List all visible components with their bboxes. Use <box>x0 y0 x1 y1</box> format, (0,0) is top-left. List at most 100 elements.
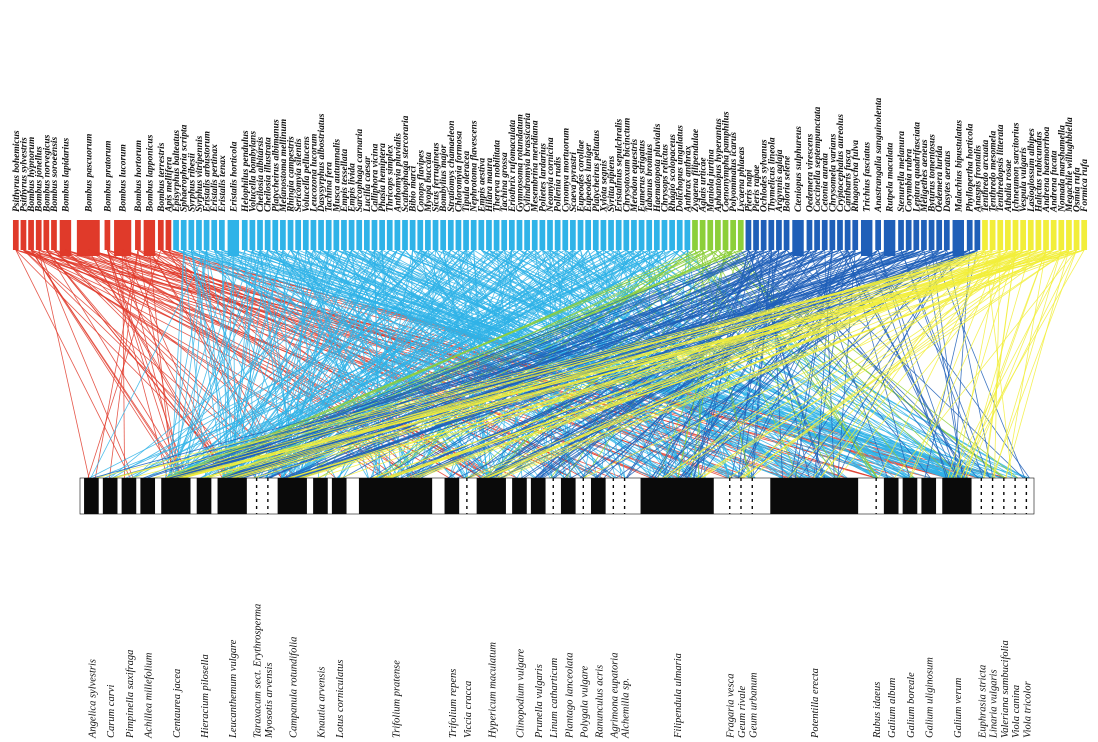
pollinator-bar-eristalis-pertinax <box>211 220 218 250</box>
plant-label-fragaria-vesca: Fragaria vesca <box>726 674 737 739</box>
plant-label-prunella-vulgaris: Prunella vulgaris <box>534 664 545 739</box>
pollinator-bar-meligethes-aeneus <box>921 220 927 250</box>
interaction-link <box>111 249 1008 479</box>
interaction-link <box>15 249 242 479</box>
pollinator-label-scaeva-pyrastri: Scaeva pyrastri <box>569 152 579 212</box>
plant-label-geum-urbanum: Geum urbanum <box>748 672 759 738</box>
pollinator-label-boloria-selene: Boloria selene <box>783 155 793 213</box>
pollinator-label-nomada-marshamella: Nomada marshamella <box>1057 125 1067 213</box>
pollinator-label-maniola-jurtina: Maniola jurtina <box>706 149 716 213</box>
pollinator-label-bombus-jonellus: Bombus jonellus <box>35 146 45 213</box>
plant-bar-carum-carvi <box>102 478 118 514</box>
pollinator-bar-oedemera-lurida <box>936 220 943 250</box>
plant-label-hieracium-pilosella: Hieracium pilosella <box>200 654 211 739</box>
pollinator-label-tenthredopsis-litterata: Tenthredopsis litterata <box>996 124 1006 212</box>
pollinator-label-musca-autumnalis: Musca autumnalis <box>332 139 342 213</box>
pollinator-bar-rhagio-scolopaceus <box>669 220 675 250</box>
interaction-link <box>87 249 227 479</box>
interaction-link <box>813 249 849 479</box>
pollinator-bar-chloromyia-formosa <box>455 220 462 250</box>
pollinator-label-eristalis-arbustorum: Eristalis arbustorum <box>203 131 213 213</box>
pollinator-label-helophilus-pendulus: Helophilus pendulus <box>241 130 251 213</box>
interaction-link <box>819 249 1009 479</box>
pollinator-label-zygaena-filipendulae: Zygaena filipendulae <box>691 128 701 213</box>
pollinator-bar-cetonia-aurata <box>821 220 828 250</box>
pollinator-bar-volucella-bombylans <box>249 220 256 250</box>
pollinator-label-tipula-oleracea: Tipula oleracea <box>462 151 472 212</box>
interaction-link <box>267 249 293 479</box>
interaction-link <box>137 249 482 479</box>
plant-label-ranunculus-acris: Ranunculus acris <box>594 665 605 739</box>
pollinator-bar-calliphora-vicina <box>371 220 378 250</box>
pollinator-bar-argynnis-aglaja <box>776 220 782 250</box>
plant-bar-plantago-lanceolata <box>560 478 576 514</box>
pollinator-bar-empis-livida <box>348 220 355 250</box>
pollinator-label-vespula-vulgaris: Vespula vulgaris <box>1019 147 1029 212</box>
pollinator-label-bombus-hortorum: Bombus hortorum <box>134 140 144 213</box>
interaction-link <box>133 249 383 479</box>
pollinator-label-andrena-haemorrhoa: Andrena haemorrhoa <box>1042 126 1052 213</box>
pollinator-bar-platycheirus-albimanus <box>272 220 279 250</box>
pollinator-bar-anastrangalia-sanguinolenta <box>875 220 882 250</box>
plant-bar-galium-boreale <box>902 478 918 514</box>
plant-label-linaria-vulgaris: Linaria vulgaris <box>989 669 1000 739</box>
plant-bar-campanula-rotundifolia <box>277 478 307 514</box>
pollinator-bar-lasioglossum-albipes <box>1027 220 1034 250</box>
pollinator-label-phasia-hemiptera: Phasia hemiptera <box>378 143 388 212</box>
interaction-link <box>695 249 1054 479</box>
pollinator-bar-nomada-marshamella <box>1058 220 1065 250</box>
interaction-link <box>542 249 566 479</box>
pollinator-bar-byturus-tomentosus <box>928 220 935 250</box>
pollinator-bar-cheilosia-albitarsis <box>257 220 263 250</box>
pollinator-label-rutpela-maculata: Rutpela maculata <box>886 142 896 213</box>
pollinator-bar-bombus-norvegicus <box>43 220 50 250</box>
pollinator-label-scathophaga-stercoraria: Scathophaga stercoraria <box>401 115 411 212</box>
interaction-link <box>412 249 731 479</box>
interaction-link <box>225 249 261 479</box>
pollinator-bar-empis-tessellata <box>341 220 347 250</box>
plant-label-filipendula-ulmaria: Filipendula ulmaria <box>673 653 684 739</box>
interaction-link <box>665 249 1031 479</box>
interaction-link <box>46 249 233 479</box>
plant-label-plantago-lanceolata: Plantago lanceolata <box>564 653 575 739</box>
pollinator-bar-sicus-ferrugineus <box>432 220 439 250</box>
pollinator-label-osmia-rufa: Osmia rufa <box>1073 167 1083 212</box>
interaction-link <box>371 249 1031 479</box>
interaction-link <box>171 249 772 479</box>
interaction-link <box>232 249 459 479</box>
pollinator-label-leptura-quadrifasciata: Leptura quadrifasciata <box>912 122 922 213</box>
interaction-link <box>950 249 1070 479</box>
pollinator-bar-scaeva-pyrastri <box>570 220 576 250</box>
plant-bar-hypericum-maculatum <box>476 478 506 514</box>
pollinator-label-cetonia-aurata: Cetonia aurata <box>821 153 831 212</box>
pollinator-bar-nephrotoma-flavescens <box>470 220 477 250</box>
pollinator-bar-bombus-pratorum <box>104 220 111 250</box>
pollinator-label-formica-rufa: Formica rufa <box>1080 159 1090 213</box>
pollinator-bar-eupeodes-corollae <box>577 220 584 250</box>
interaction-link <box>413 249 978 479</box>
plant-label-carum-carvi: Carum carvi <box>106 685 117 738</box>
pollinator-label-anaspis-frontalis: Anaspis frontalis <box>973 145 983 213</box>
pollinator-bar-polietes-lardarius <box>539 220 546 250</box>
pollinator-label-malachius-bipustulatus: Malachius bipustulatus <box>954 120 964 213</box>
interaction-link <box>967 249 1062 479</box>
interaction-link <box>166 249 627 479</box>
pollinator-label-cylindromyia-brassicaria: Cylindromyia brassicaria <box>523 113 533 212</box>
pollinator-bar-conops-flavipes <box>417 220 424 250</box>
pollinator-label-bombus-pascuorum: Bombus pascuorum <box>84 134 94 213</box>
pollinator-bar-xylota-segnis <box>600 220 607 250</box>
pollinator-label-tenthredo-arcuata: Tenthredo arcuata <box>981 140 991 212</box>
pollinator-bar-zygaena-filipendulae <box>692 220 698 250</box>
pollinator-bar-chrysomela-varians <box>829 220 836 250</box>
plant-bar-potentilla-erecta <box>770 478 859 514</box>
pollinator-bar-eristalis-arbustorum <box>203 220 210 250</box>
interaction-link <box>955 249 1001 479</box>
plant-labels: Angelica sylvestris Carum carvi Pimpinella… <box>87 604 1033 739</box>
pollinator-label-sarcophaga-carnaria: Sarcophaga carnaria <box>355 129 365 212</box>
pollinator-bar-cheilosia-illustrata <box>264 220 271 250</box>
pollinator-bar-bombus-soroeensis <box>51 220 57 250</box>
pollinator-label-melanostoma-mellinum: Melanostoma mellinum <box>279 119 289 213</box>
interaction-link <box>947 249 1016 479</box>
plant-bar-trifolium-repens <box>444 478 460 514</box>
pollinator-label-coccinella-septempunctata: Coccinella septempunctata <box>813 106 823 212</box>
